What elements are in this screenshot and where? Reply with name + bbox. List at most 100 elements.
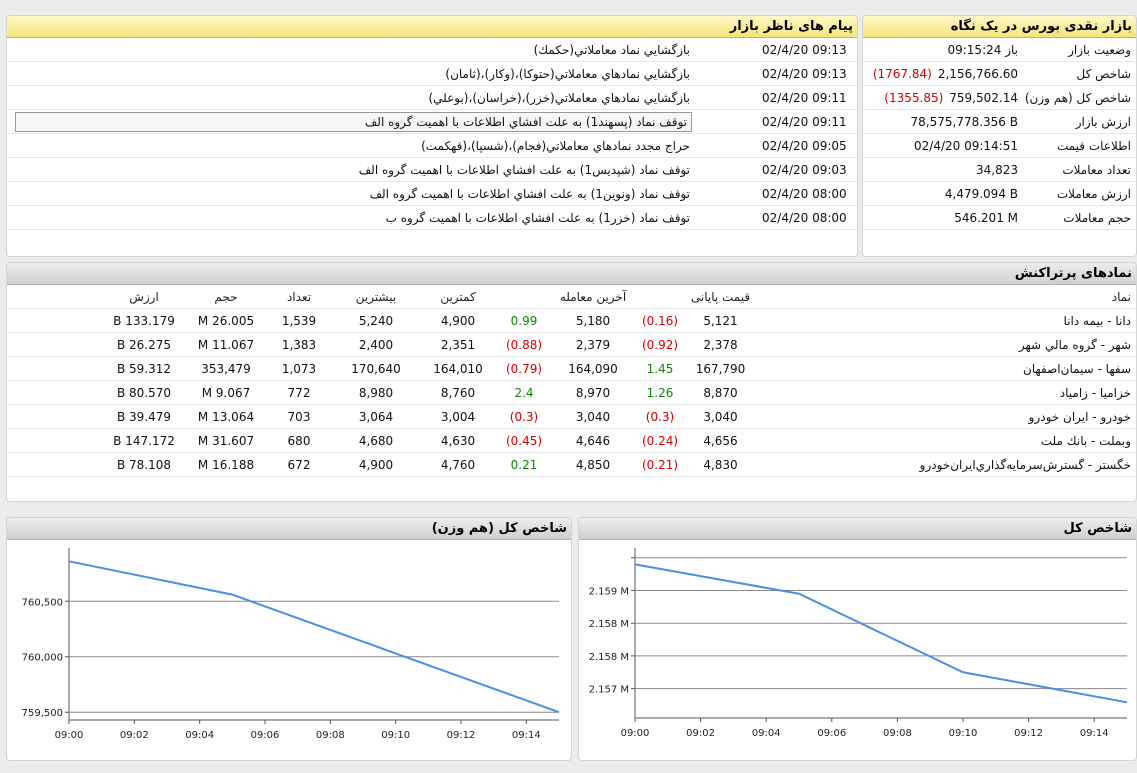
message-text: توقف نماد (ونوين1) به علت افشاي اطلاعات … [369,186,690,201]
summary-row: شاخص کل (هم وزن) (1355.85) 759,502.14 [863,86,1136,110]
trade-volume: 11.067 M [197,337,255,352]
trade-volume: 26.005 M [197,313,255,328]
summary-value: باز 09:15:24 [947,42,1018,57]
last-change: (0.88) [505,337,543,352]
last-change: (0.79) [505,361,543,376]
x-tick-label: 09:10 [381,730,410,741]
table-row[interactable]: خودرو - ايران‌ خودرو 3,040 (0.3) 3,040 (0.3)… [7,405,1136,429]
message-time: 02/4/20 09:11 [762,114,847,129]
x-tick-label: 09:12 [447,730,476,741]
table-row[interactable]: سفها - سيمان‌اصفهان 167,790 1.45 164,090 (0.… [7,357,1136,381]
last-trade: 8,970 [575,385,611,400]
equal-weight-index-chart-panel: شاخص کل (هم وزن) 759,500 760,000 760,500 09… [6,517,572,761]
summary-value-group: 02/4/20 09:14:51 [868,139,1018,153]
message-row[interactable]: 02/4/20 09:03 توقف نماد (شپديس1) به علت ا… [7,158,857,182]
trade-volume: 13.064 M [197,409,255,424]
message-row[interactable]: 02/4/20 08:00 توقف نماد (خزر1) به علت افش… [7,206,857,230]
y-tick-label: 2.159 M [589,587,629,598]
index-line [634,563,1128,704]
close-price: 5,121 [703,313,738,328]
header-volume: حجم [214,289,238,304]
last-trade: 4,646 [575,433,611,448]
max-price: 5,240 [358,313,394,328]
total-index-chart-title: شاخص کل [579,518,1136,540]
header-value: ارزش [129,289,159,304]
last-change: 0.21 [510,457,538,472]
table-row[interactable]: خزامیا - زامیاد 8,870 1.26 8,970 2.4 8,760 8,9… [7,381,1136,405]
close-change: (0.21) [641,457,679,472]
y-tick-label: 759,500 [22,708,63,719]
summary-value-group: 546.201 M [868,211,1018,225]
x-tick-label: 09:06 [251,730,280,741]
min-price: 4,900 [440,313,476,328]
close-change: 1.45 [646,361,674,376]
message-row[interactable]: 02/4/20 09:13 بازگشايي نماد معاملاتي(حكمك… [7,38,857,62]
table-row[interactable]: خگستر - گسترش‌سرمايه‌گذاري‌ايران‌خودرو 4,… [7,453,1136,477]
close-change: (0.92) [641,337,679,352]
max-price: 2,400 [358,337,394,352]
symbol-name: خزامیا - زامیاد [1059,385,1131,400]
close-price: 8,870 [703,385,738,400]
x-tick-label: 09:12 [1014,728,1043,739]
total-index-chart: 2.157 M 2.158 M 2.158 M 2.159 M 09:00 09:02 09… [589,548,1128,739]
message-row[interactable]: 02/4/20 09:11 توقف نماد (پسهند1) به علت ا… [7,110,857,134]
market-messages-title: پیام های ناظر بازار [7,16,857,38]
summary-value: 34,823 [976,162,1018,177]
market-summary-list: وضعیت بازار باز 09:15:24 شاخص کل (1767.84) 2… [863,38,1136,230]
close-change: (0.3) [645,409,675,424]
header-name: نماد [1111,289,1131,304]
message-row[interactable]: 02/4/20 09:05 حراج مجدد نمادهاي معاملاتي(… [7,134,857,158]
message-time: 02/4/20 09:03 [762,162,847,177]
message-row[interactable]: 02/4/20 09:11 بازگشايي نمادهاي معاملاتي(خ… [7,86,857,110]
trade-value: 80.570 B [116,385,172,400]
max-price: 3,064 [358,409,394,424]
min-price: 3,004 [440,409,476,424]
symbol-name: خودرو - ايران‌ خودرو [1028,409,1131,424]
trade-count: 1,073 [281,361,317,376]
summary-label: وضعیت بازار [1068,42,1131,57]
header-count: تعداد [286,289,312,304]
x-tick-label: 09:02 [120,730,149,741]
x-tick-label: 09:00 [55,730,84,741]
message-row[interactable]: 02/4/20 08:00 توقف نماد (ونوين1) به علت ا… [7,182,857,206]
table-row[interactable]: دانا - بيمه دانا 5,121 (0.16) 5,180 0.99 4,90… [7,309,1136,333]
trade-value: 26.275 B [116,337,172,352]
summary-row: وضعیت بازار باز 09:15:24 [863,38,1136,62]
x-tick-label: 09:06 [817,728,846,739]
summary-row: حجم معاملات 546.201 M [863,206,1136,230]
y-tick-label: 760,500 [22,597,63,608]
table-row[interactable]: وبملت - بانك ملت 4,656 (0.24) 4,646 (0.45) 4,… [7,429,1136,453]
x-tick-label: 09:10 [949,728,978,739]
message-time: 02/4/20 08:00 [762,210,847,225]
trade-value: 78.108 B [116,457,172,472]
message-text: بازگشايي نمادهاي معاملاتي(حتوكا)،(وكار)،… [445,66,690,81]
symbol-name: خگستر - گسترش‌سرمايه‌گذاري‌ايران‌خودرو [919,457,1131,472]
message-row[interactable]: 02/4/20 09:13 بازگشايي نمادهاي معاملاتي(ح… [7,62,857,86]
summary-row: ارزش بازار 78,575,778.356 B [863,110,1136,134]
max-price: 4,680 [358,433,394,448]
summary-value-group: 4,479.094 B [868,187,1018,201]
max-price: 170,640 [351,361,401,376]
trade-count: 772 [287,385,311,400]
summary-value: 2,156,766.60 [937,66,1018,81]
summary-label: شاخص کل (هم وزن) [1024,90,1131,105]
table-row[interactable]: شهر - گروه مالي شهر 2,378 (0.92) 2,379 (0.88… [7,333,1136,357]
summary-label: اطلاعات قیمت [1056,138,1131,153]
y-tick-label: 760,000 [22,653,63,664]
last-change: (0.3) [509,409,539,424]
summary-label: ارزش معاملات [1056,186,1131,201]
min-price: 4,630 [440,433,476,448]
close-price: 2,378 [703,337,738,352]
message-time: 02/4/20 09:13 [762,42,847,57]
header-last-trade: آخرین معامله [559,289,627,304]
summary-value-group: (1767.84) 2,156,766.60 [868,67,1018,81]
message-time: 02/4/20 09:13 [762,66,847,81]
symbol-name: دانا - بيمه دانا [1063,313,1131,328]
summary-row: شاخص کل (1767.84) 2,156,766.60 [863,62,1136,86]
top-traded-title: نمادهای پرتراکنش [7,263,1136,285]
top-traded-panel: نمادهای پرتراکنش نماد قیمت پایانی آخرین … [6,262,1137,502]
close-price: 4,656 [703,433,738,448]
top-traded-rows: دانا - بيمه دانا 5,121 (0.16) 5,180 0.99 4,90… [7,309,1136,477]
x-tick-label: 09:04 [752,728,781,739]
trade-count: 703 [287,409,311,424]
